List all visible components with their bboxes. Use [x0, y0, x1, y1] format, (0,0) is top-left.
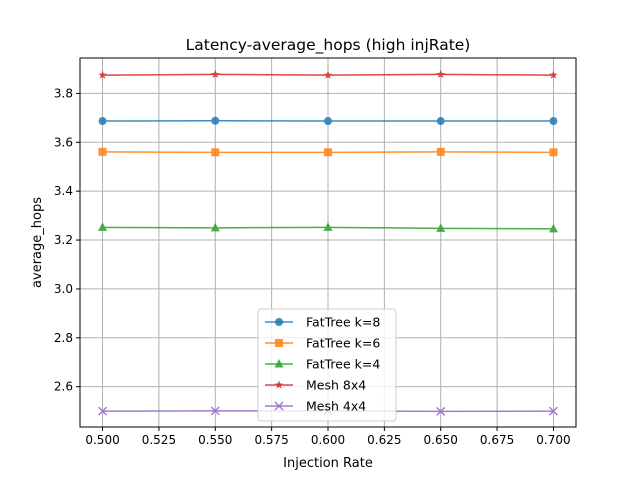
- triangle-marker: [323, 222, 333, 231]
- x-tick-label: 0.525: [142, 433, 176, 447]
- y-tick-label: 2.6: [54, 380, 73, 394]
- x-marker: [274, 401, 284, 411]
- x-marker: [210, 406, 220, 416]
- x-tick-label: 0.575: [254, 433, 288, 447]
- legend-item: Mesh 4x4: [265, 399, 366, 414]
- x-axis-ticks: 0.500 0.525 0.550 0.575 0.600 0.625 0.650 0.675…: [85, 427, 571, 447]
- star-marker: [549, 70, 558, 79]
- series-fattree-k-8: [98, 116, 558, 126]
- triangle-marker: [548, 223, 558, 233]
- triangle-marker: [210, 222, 220, 232]
- circle-marker: [549, 117, 558, 126]
- x-tick-label: 0.600: [311, 433, 345, 447]
- star-marker: [436, 69, 446, 79]
- legend: FatTree k=8 FatTree k=6 FatTree k=4 Mesh 8x…: [257, 308, 397, 422]
- triangle-marker: [436, 223, 446, 232]
- y-tick-label: 3.8: [54, 86, 73, 100]
- y-tick-label: 3.6: [54, 135, 73, 149]
- x-tick-label: 0.650: [424, 433, 458, 447]
- star-marker: [274, 380, 284, 389]
- circle-marker: [211, 116, 220, 125]
- square-marker: [98, 147, 107, 156]
- x-tick-label: 0.675: [480, 433, 514, 447]
- square-marker: [275, 339, 283, 347]
- circle-marker: [436, 117, 445, 126]
- x-tick-label: 0.550: [198, 433, 232, 447]
- square-marker: [549, 148, 558, 157]
- star-marker: [210, 69, 220, 79]
- star-marker: [323, 70, 333, 79]
- x-tick-label: 0.700: [536, 433, 570, 447]
- square-marker: [211, 148, 220, 157]
- x-axis-label: Injection Rate: [283, 456, 373, 471]
- square-marker: [436, 147, 445, 156]
- series-mesh-8x4: [98, 69, 558, 79]
- y-tick-label: 3.2: [54, 233, 73, 247]
- y-tick-label: 3.0: [54, 282, 73, 296]
- legend-label: Mesh 4x4: [306, 399, 366, 414]
- series-fattree-k-6: [98, 147, 558, 157]
- legend-label: FatTree k=4: [306, 357, 380, 372]
- legend-label: FatTree k=8: [306, 315, 380, 330]
- legend-item: FatTree k=8: [265, 315, 380, 330]
- legend-item: FatTree k=4: [265, 357, 380, 372]
- legend-item: FatTree k=6: [265, 336, 380, 351]
- x-marker: [436, 406, 446, 416]
- legend-label: FatTree k=6: [306, 336, 380, 351]
- y-tick-label: 3.4: [54, 184, 73, 198]
- series-fattree-k-4: [98, 222, 558, 233]
- y-axis-label: average_hops: [30, 197, 45, 288]
- x-tick-label: 0.625: [367, 433, 401, 447]
- legend-item: Mesh 8x4: [265, 378, 366, 393]
- series-layer: [98, 69, 558, 416]
- circle-marker: [324, 117, 332, 126]
- x-marker: [98, 406, 108, 416]
- y-tick-label: 2.8: [54, 331, 73, 345]
- circle-marker: [98, 117, 107, 126]
- legend-box: [257, 308, 397, 422]
- triangle-marker: [274, 359, 284, 368]
- square-marker: [324, 148, 332, 157]
- circle-marker: [275, 318, 283, 326]
- chart-title: Latency-average_hops (high injRate): [186, 36, 471, 55]
- triangle-marker: [98, 222, 108, 231]
- star-marker: [98, 70, 107, 79]
- x-tick-label: 0.500: [85, 433, 119, 447]
- y-axis-ticks: 2.6 2.8 3.0 3.2 3.4 3.6 3.8: [54, 86, 80, 394]
- legend-label: Mesh 8x4: [306, 378, 366, 393]
- x-marker: [548, 406, 558, 416]
